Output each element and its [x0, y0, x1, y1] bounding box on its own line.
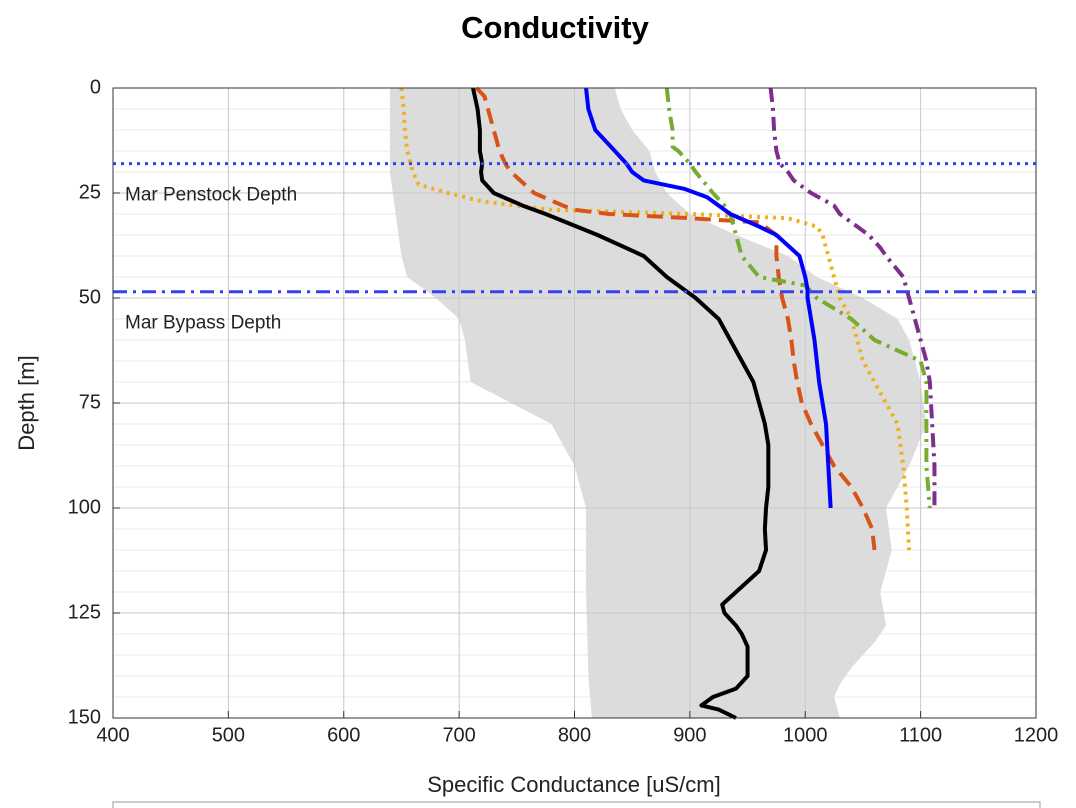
- profile-line: [768, 87, 937, 508]
- profile-line: [471, 87, 771, 720]
- x-tick-label: 500: [212, 724, 245, 746]
- legend-frame: [112, 801, 1041, 808]
- y-tick-label: 150: [68, 706, 101, 728]
- y-axis-label: Depth [m]: [14, 355, 39, 450]
- chart-title: Conductivity: [461, 10, 649, 45]
- profile-line: [664, 87, 932, 509]
- reference-label: Mar Bypass Depth: [125, 313, 281, 334]
- x-tick-label: 1200: [1014, 724, 1059, 746]
- x-tick-label: 1000: [783, 724, 828, 746]
- x-tick-label: 900: [673, 724, 706, 746]
- profile-line: [584, 87, 833, 509]
- y-tick-label: 125: [68, 601, 101, 623]
- x-tick-label: 800: [558, 724, 591, 746]
- y-tick-label: 25: [79, 181, 101, 203]
- y-tick-label: 0: [90, 76, 101, 98]
- x-axis-label: Specific Conductance [uS/cm]: [427, 772, 720, 797]
- x-tick-label: 1100: [899, 724, 942, 746]
- plot-frame: [112, 87, 1037, 719]
- profile-line: [474, 86, 877, 551]
- y-tick-label: 100: [68, 496, 101, 518]
- y-tick-label: 50: [79, 286, 101, 308]
- y-tick-label: 75: [79, 391, 101, 413]
- x-tick-label: 600: [327, 724, 360, 746]
- x-tick-label: 400: [96, 724, 129, 746]
- reference-label: Mar Penstock Depth: [125, 185, 297, 206]
- x-tick-label: 700: [442, 724, 475, 746]
